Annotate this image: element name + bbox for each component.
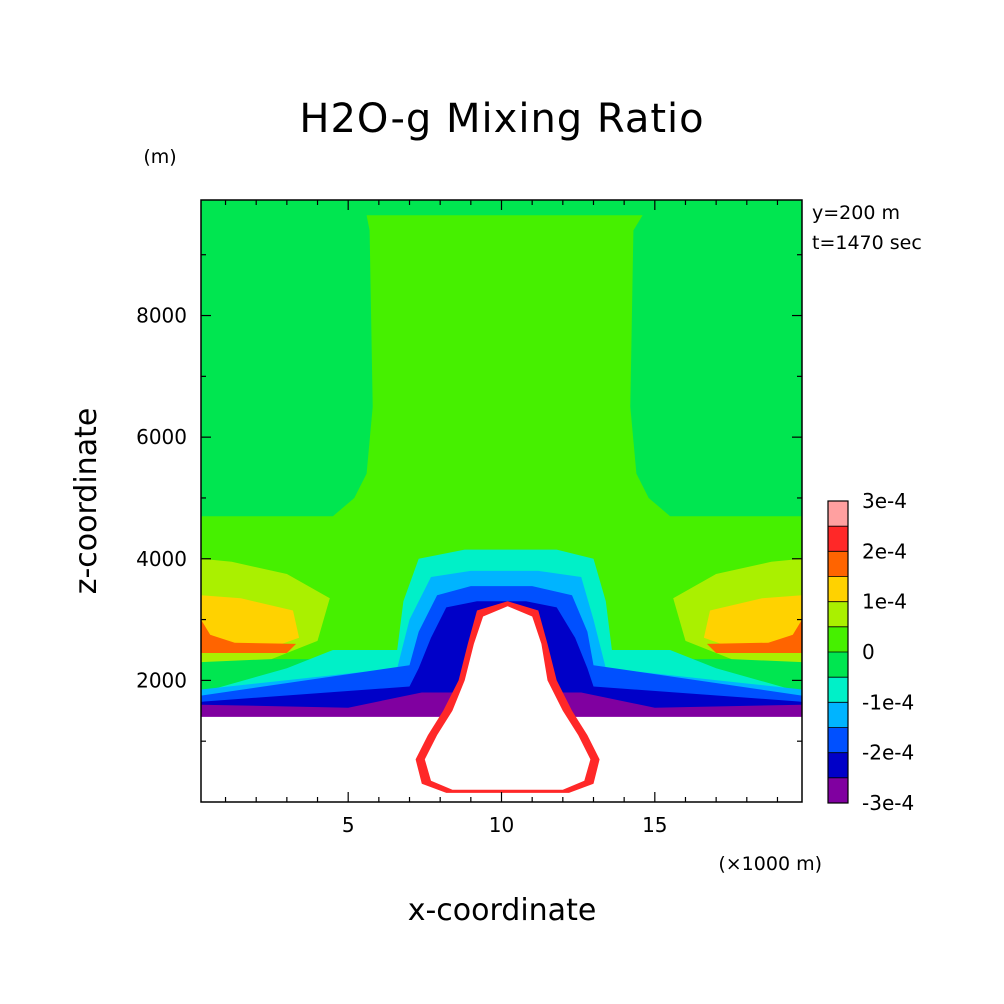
colorbar-swatch bbox=[828, 526, 848, 552]
colorbar-label: 3e-4 bbox=[862, 489, 907, 513]
y-axis-label: z-coordinate bbox=[69, 408, 104, 595]
colorbar-swatch bbox=[828, 576, 848, 602]
x-unit-label: (×1000 m) bbox=[718, 853, 822, 875]
colorbar-swatch bbox=[828, 626, 848, 652]
colorbar-swatch bbox=[828, 551, 848, 577]
contour-region-lower-white-left bbox=[201, 719, 404, 799]
annotation-y: y=200 m bbox=[812, 202, 900, 224]
annotation-t: t=1470 sec bbox=[812, 232, 922, 254]
colorbar-label: -2e-4 bbox=[862, 741, 914, 765]
axis-ticks: 5 10 15 2000 4000 6000 8000 bbox=[136, 200, 802, 837]
colorbar-label: 2e-4 bbox=[862, 539, 907, 563]
x-tick-label: 15 bbox=[642, 813, 667, 837]
y-unit-label: (m) bbox=[143, 146, 176, 168]
contour-region-left-warm-orange bbox=[201, 619, 297, 653]
colorbar-swatch bbox=[828, 752, 848, 778]
colorbar-swatch bbox=[828, 501, 848, 527]
contour-region-central-column bbox=[201, 215, 802, 663]
y-tick-label: 8000 bbox=[136, 304, 187, 328]
colorbar-swatch bbox=[828, 652, 848, 678]
colorbar-label: 0 bbox=[862, 640, 875, 664]
y-tick-label: 6000 bbox=[136, 425, 187, 449]
contour-region-core-white bbox=[424, 606, 591, 790]
y-tick-label: 2000 bbox=[136, 668, 187, 692]
colorbar-swatch bbox=[828, 777, 848, 803]
x-tick-label: 10 bbox=[489, 813, 514, 837]
contour-region-right-warm-orange bbox=[706, 619, 802, 653]
colorbar: 3e-4 2e-4 1e-4 0 -1e-4 -2e-4 -3e-4 bbox=[827, 489, 914, 815]
chart-title: H2O-g Mixing Ratio bbox=[299, 96, 704, 142]
colorbar-swatch bbox=[828, 677, 848, 703]
colorbar-swatch bbox=[828, 601, 848, 627]
contour-region-lower-white-right bbox=[599, 719, 802, 799]
y-tick-label: 4000 bbox=[136, 547, 187, 571]
contour-regions bbox=[201, 200, 802, 802]
colorbar-swatch bbox=[828, 702, 848, 728]
colorbar-swatch bbox=[828, 727, 848, 753]
colorbar-label: -1e-4 bbox=[862, 690, 914, 714]
x-tick-label: 5 bbox=[342, 813, 355, 837]
x-axis-label: x-coordinate bbox=[408, 893, 597, 928]
colorbar-label: 1e-4 bbox=[862, 590, 907, 614]
contour-region-left-warm-yellow bbox=[201, 595, 300, 653]
contour-region-right-warm-yellow bbox=[703, 595, 802, 653]
colorbar-label: -3e-4 bbox=[862, 791, 914, 815]
